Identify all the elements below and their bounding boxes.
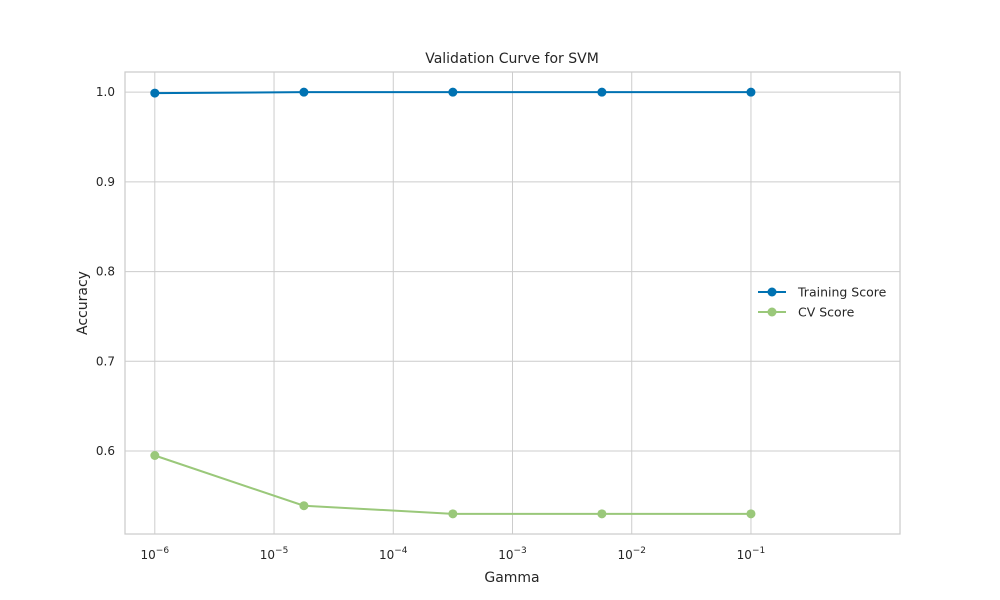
legend: Training Score CV Score	[758, 285, 887, 320]
series-point-1	[150, 451, 160, 461]
series-point-0	[299, 87, 309, 97]
legend-label: Training Score	[797, 285, 887, 300]
y-tick-labels: 0.6 0.7 0.8 0.9 1.0	[96, 85, 115, 458]
y-axis-label: Accuracy	[75, 271, 91, 335]
x-tick-label: 10−4	[379, 546, 408, 562]
plot-frame	[124, 71, 901, 535]
x-axis-label: Gamma	[484, 570, 539, 586]
x-tick-exponent: −5	[275, 546, 288, 556]
x-tick-label: 10−1	[737, 546, 766, 562]
x-tick-base: 10	[379, 548, 394, 562]
series-line-1	[154, 454, 751, 515]
x-tick-base: 10	[141, 548, 156, 562]
series-point-0	[746, 87, 756, 97]
x-tick-label: 10−5	[260, 546, 289, 562]
x-tick-labels: 10−6 10−5 10−4 10−3 10−2 10−1	[141, 546, 766, 562]
x-tick-exponent: −4	[394, 546, 408, 556]
series-point-0	[150, 88, 160, 98]
x-tick-exponent: −3	[514, 546, 527, 556]
x-tick-base: 10	[260, 548, 275, 562]
x-tick-exponent: −1	[752, 546, 765, 556]
y-tick-label: 0.9	[96, 175, 115, 189]
x-tick-base: 10	[498, 548, 513, 562]
y-tick-label: 0.7	[96, 354, 115, 368]
x-tick-label: 10−6	[141, 546, 170, 562]
series-point-0	[448, 87, 458, 97]
y-tick-label: 0.6	[96, 444, 115, 458]
series-point-1	[448, 509, 458, 519]
y-tick-label: 0.8	[96, 265, 115, 279]
x-tick-exponent: −2	[633, 546, 646, 556]
x-tick-base: 10	[617, 548, 632, 562]
x-tick-label: 10−2	[617, 546, 646, 562]
grid-lines	[125, 72, 900, 534]
chart-title: Validation Curve for SVM	[425, 51, 599, 67]
legend-label: CV Score	[798, 305, 855, 320]
series-point-0	[597, 87, 607, 97]
series-point-1	[299, 501, 309, 511]
series-layer	[150, 87, 756, 519]
legend-marker	[767, 287, 777, 297]
x-tick-base: 10	[737, 548, 752, 562]
x-tick-exponent: −6	[156, 546, 170, 556]
legend-marker	[767, 307, 777, 317]
y-tick-label: 1.0	[96, 85, 115, 99]
x-tick-label: 10−3	[498, 546, 527, 562]
series-point-1	[597, 509, 607, 519]
series-point-1	[746, 509, 756, 519]
